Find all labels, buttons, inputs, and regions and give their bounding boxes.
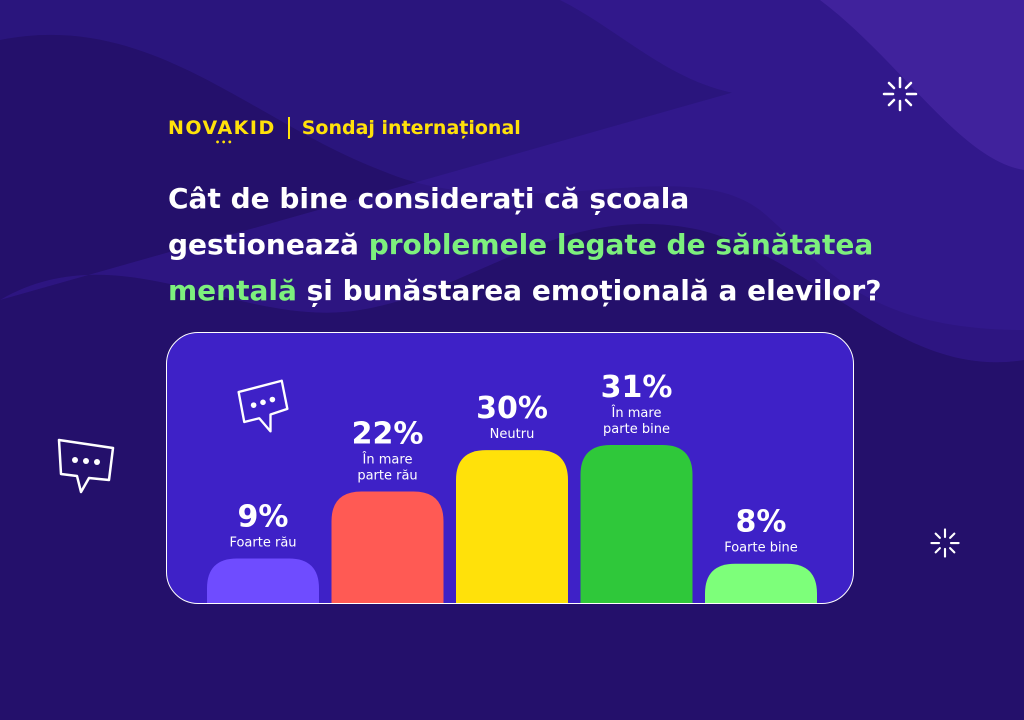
header-divider [287, 117, 290, 139]
title-part-1: Cât de bine considerați că școala gestio… [168, 182, 690, 261]
chart-panel: Foarte rău 9% În mare parte rău 22% Neutru 30%… [166, 332, 854, 604]
category-label: În mare [611, 405, 662, 421]
value-label: 8% [736, 505, 787, 540]
sparkle-icon [882, 76, 918, 112]
category-label: Neutru [490, 427, 535, 442]
title-part-2: și bunăstarea emoțională a elevilor? [296, 274, 882, 307]
title-highlight: problemele legate de sănătatea mentală [168, 228, 874, 307]
category-label: Foarte rău [229, 536, 296, 551]
header: NOVAKID ••• Sondaj internațional [168, 114, 521, 147]
category-label: Foarte bine [724, 541, 798, 556]
brand-logo: NOVAKID ••• [168, 117, 276, 147]
question-title: Cât de bine considerați că școala gestio… [168, 176, 888, 314]
value-label: 22% [352, 416, 424, 451]
value-label: 9% [238, 500, 289, 535]
category-label: parte bine [603, 422, 670, 437]
bar [456, 450, 568, 603]
value-label: 30% [476, 391, 548, 426]
bar [331, 491, 444, 603]
bar [207, 558, 319, 603]
bar [580, 445, 693, 603]
value-label: 31% [601, 370, 673, 405]
logo-accent: ••• [215, 138, 234, 147]
sparkle-icon [930, 528, 960, 558]
bar [705, 563, 817, 603]
category-label: În mare [362, 451, 413, 467]
survey-subtitle: Sondaj internațional [301, 117, 521, 139]
chat-bubble-icon [237, 379, 289, 433]
category-label: parte rău [357, 468, 417, 483]
chat-bubble-icon [57, 438, 115, 494]
